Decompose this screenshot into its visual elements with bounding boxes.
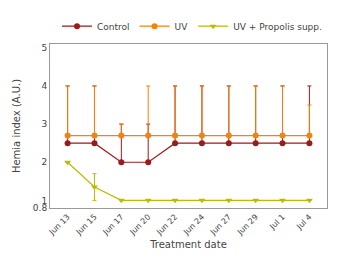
svg-text:Jun 17: Jun 17 xyxy=(101,212,126,237)
svg-text:5: 5 xyxy=(41,43,47,53)
svg-text:Jun 22: Jun 22 xyxy=(154,212,179,237)
svg-text:Jun 15: Jun 15 xyxy=(74,212,99,237)
svg-text:2: 2 xyxy=(41,157,47,167)
svg-text:Jul 1: Jul 1 xyxy=(267,212,286,231)
svg-text:UV + Propolis supp.: UV + Propolis supp. xyxy=(233,22,322,32)
svg-text:Treatment date: Treatment date xyxy=(149,239,227,250)
svg-text:Jun 27: Jun 27 xyxy=(208,212,233,237)
svg-text:Control: Control xyxy=(97,22,130,32)
svg-text:Jun 13: Jun 13 xyxy=(47,212,72,237)
svg-text:Jun 20: Jun 20 xyxy=(128,212,153,237)
svg-text:Hemia index (A.U.): Hemia index (A.U.) xyxy=(11,79,22,173)
svg-text:Jun 24: Jun 24 xyxy=(181,212,206,237)
svg-text:0.8: 0.8 xyxy=(33,203,48,213)
svg-text:4: 4 xyxy=(41,81,47,91)
svg-text:Jul 4: Jul 4 xyxy=(294,212,313,231)
svg-text:1: 1 xyxy=(41,196,47,206)
svg-text:3: 3 xyxy=(41,119,47,129)
svg-text:UV: UV xyxy=(175,22,189,32)
svg-text:Jun 29: Jun 29 xyxy=(235,212,260,237)
